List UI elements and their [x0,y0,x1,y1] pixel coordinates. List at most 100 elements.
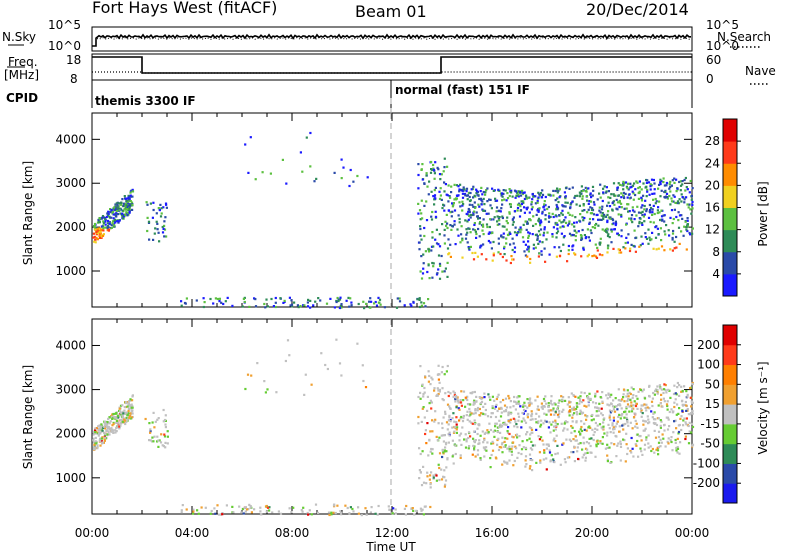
velocity-echo-cell [618,430,621,433]
xtick-label: 00:00 [675,526,710,540]
velocity-echo-cell [675,427,678,430]
power-echo-cell [654,202,657,205]
velocity-echo-cell [632,394,635,397]
velocity-echo-cell [636,439,639,443]
velocity-echo-cell [612,408,615,411]
power-echo-cell [378,298,382,301]
power-echo-cell [657,233,660,236]
velocity-echo-cell [522,446,525,449]
power-echo-cell [279,297,282,300]
velocity-echo-cell [491,395,494,398]
velocity-echo-cell [127,409,130,413]
velocity-echo-cell [581,411,585,414]
power-echo-cell [598,209,601,212]
velocity-echo-cell [432,474,435,477]
power-echo-cell [645,237,649,240]
power-echo-cell [505,199,508,202]
velocity-echo-cell [488,422,491,425]
power-echo-cell [537,230,541,233]
velocity-echo-cell [522,405,525,408]
velocity-echo-cell [626,452,629,456]
velocity-echo-cell [587,397,590,400]
velocity-echo-cell [543,451,546,454]
power-echo-cell [636,181,639,184]
power-echo-cell [596,198,599,201]
velocity-echo-cell [256,362,259,365]
power-echo-cell [620,192,623,195]
velocity-echo-cell [106,420,109,424]
power-colorbar-swatch [723,141,737,164]
velocity-echo-cell [609,418,612,422]
velocity-echo-cell [517,395,520,398]
velocity-echo-cell [643,448,646,451]
power-echo-cell [478,205,481,208]
velocity-echo-cell [488,396,491,399]
power-echo-cell [248,305,251,308]
power-echo-cell [658,200,661,203]
power-echo-cell [528,211,531,214]
power-echo-cell [606,251,609,254]
power-echo-cell [446,275,449,278]
power-echo-cell [690,194,693,198]
velocity-echo-cell [665,416,668,419]
power-echo-cell [543,228,546,231]
power-echo-cell [691,207,694,210]
beam-label: Beam 01 [355,2,427,21]
power-echo-cell [626,241,629,244]
velocity-echo-cell [556,413,560,416]
velocity-echo-cell [92,446,95,449]
power-echo-cell [461,200,464,203]
xtick-label: 00:00 [75,526,110,540]
velocity-echo-cell [111,424,114,427]
power-echo-cell [505,259,508,262]
power-echo-cell [224,300,227,303]
velocity-echo-cell [98,439,101,442]
velocity-echo-cell [594,421,597,425]
power-echo-cell [578,191,581,194]
power-echo-cell [534,233,537,237]
power-echo-cell [466,241,469,244]
velocity-echo-cell [241,507,244,511]
velocity-echo-cell [166,430,169,433]
power-echo-cell [599,196,602,199]
velocity-echo-cell [676,447,680,450]
velocity-echo-cell [472,403,475,406]
power-colorbar-swatch [723,119,737,142]
velocity-echo-cell [626,403,630,406]
power-echo-cell [534,223,537,226]
velocity-echo-cell [603,417,606,420]
power-echo-cell [468,203,471,206]
power-echo-cell [484,191,487,194]
power-echo-cell [290,305,294,308]
power-echo-cell [649,209,652,212]
power-echo-cell [479,246,482,249]
power-echo-cell [562,220,565,223]
velocity-echo-cell [568,438,571,441]
velocity-echo-cell [678,384,681,387]
velocity-echo-cell [504,410,508,413]
velocity-echo-cell [499,423,502,426]
velocity-echo-cell [498,446,501,449]
velocity-echo-cell [684,400,687,404]
velocity-echo-cell [586,451,589,454]
power-echo-cell [486,200,489,203]
power-echo-cell [350,304,353,307]
velocity-echo-cell [663,388,666,391]
power-echo-cell [614,220,617,223]
power-echo-cell [655,248,658,251]
power-echo-cell [470,188,473,191]
velocity-echo-cell [478,423,481,426]
velocity-echo-cell [162,408,165,412]
power-echo-cell [519,191,522,194]
velocity-echo-cell [597,407,600,410]
power-echo-cell [459,205,462,208]
velocity-echo-cell [121,420,124,423]
power-echo-cell [357,302,360,306]
velocity-echo-cell [434,418,437,421]
velocity-echo-cell [643,420,646,423]
velocity-echo-cell [574,439,577,442]
power-echo-cell [678,180,681,184]
power-echo-cell [522,191,525,194]
power-echo-cell [506,216,509,219]
velocity-echo-cell [277,510,280,513]
